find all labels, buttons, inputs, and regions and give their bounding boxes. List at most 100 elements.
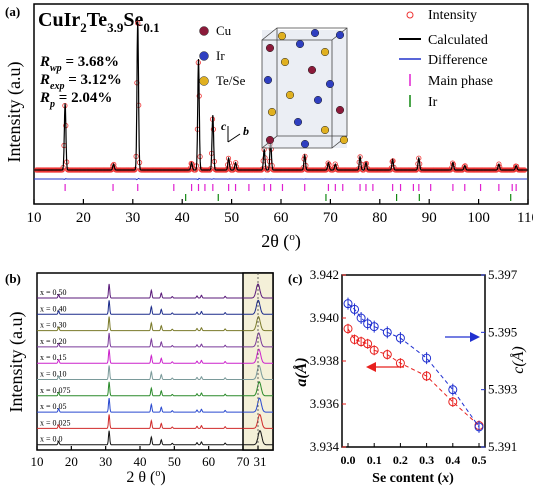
xrd-series-line (37, 332, 243, 348)
legend-label: Main phase (428, 74, 493, 89)
x-tick-label: 0.0 (341, 453, 356, 467)
data-point-c (343, 299, 353, 309)
panel-b: (b) x = 0.50 x = 0.40 x = 0.30 x = 0.20 x = … (5, 271, 274, 486)
fit-stat-sub: p (49, 99, 55, 110)
b-axis-label: b (243, 124, 249, 138)
x-tick-label: 70 (237, 454, 250, 469)
panel-b-frame (36, 272, 274, 451)
legend-intensity-marker (406, 11, 414, 19)
series-label: x = 0.025 (40, 418, 71, 427)
intensity-point (496, 161, 502, 167)
y-tick-label-right: 5.393 (488, 382, 517, 397)
xrd-inset-line (243, 299, 273, 315)
panel-c-frame (341, 274, 486, 448)
data-point-c (448, 385, 458, 395)
data-point-c (369, 322, 379, 332)
inset-x-tick-label: 31 (254, 454, 267, 469)
fit-stat-symbol: R (39, 72, 50, 88)
data-point-a (363, 339, 373, 349)
atom (310, 28, 320, 38)
data-point-a (356, 337, 366, 347)
xrd-inset-line (243, 430, 273, 446)
panel-c-ylabel-left: a(Å) (292, 357, 310, 386)
xrd-series-line (37, 414, 243, 429)
panel-c: (c) 3.934 3.936 3.938 3.940 3.942 5.391 5.393 5… (288, 267, 527, 486)
x-tick-label: 60 (274, 210, 289, 226)
panel-c-label: (c) (288, 271, 302, 286)
xrd-inset-line (243, 365, 273, 380)
x-tick-label: 0.1 (367, 453, 382, 467)
xrd-inset-line (243, 413, 273, 429)
x-tick-label: 30 (99, 454, 112, 469)
atom (265, 135, 275, 145)
atom (339, 135, 349, 145)
fit-stat: Rexp = 3.12% (39, 72, 122, 92)
atom-legend-marker (199, 76, 209, 86)
panel-a-xlabel: 2θ (o) (261, 231, 301, 252)
atom (335, 30, 345, 40)
fit-stat-value: = 2.04% (55, 90, 112, 106)
series-label: x = 0.0 (40, 435, 63, 444)
atom (307, 65, 317, 75)
atom (293, 117, 303, 127)
fit-stat-symbol: R (39, 90, 50, 106)
atom (265, 43, 275, 53)
series-label: x = 0.40 (40, 304, 67, 313)
atom (280, 57, 290, 67)
xrd-series-line (37, 300, 243, 315)
x-tick-label: 20 (76, 210, 91, 226)
intensity-point (265, 167, 271, 173)
y-tick-label-right: 5.397 (488, 267, 518, 282)
y-tick-label-right: 5.391 (488, 439, 517, 454)
data-point-a (448, 397, 458, 407)
xrd-inset-line (243, 283, 273, 299)
atom-legend-label: Ir (216, 48, 225, 63)
x-tick-label: 70 (323, 210, 338, 226)
x-tick-label: 80 (372, 210, 387, 226)
data-point-c (356, 313, 366, 323)
x-tick-label: 40 (175, 210, 190, 226)
atom (267, 107, 277, 117)
fit-stat: Rwp = 3.68% (39, 54, 119, 74)
right-axis-arrowhead (470, 332, 480, 342)
series-fit-line-a (347, 328, 480, 426)
atom (335, 105, 345, 115)
x-tick-label: 10 (31, 454, 44, 469)
series-fit-line-c (347, 303, 480, 428)
panel-b-ylabel: Intensity (a.u) (6, 312, 27, 413)
y-tick-label-left: 3.940 (310, 310, 339, 325)
series-label: x = 0.30 (40, 321, 67, 330)
data-point-c (395, 333, 405, 343)
xrd-series-line (37, 316, 243, 332)
series-label: x = 0.20 (40, 337, 67, 346)
xrd-series-line (37, 430, 243, 446)
atom (320, 125, 330, 135)
atom (300, 139, 310, 149)
data-point-c (474, 422, 484, 432)
data-point-a (350, 335, 360, 344)
difference-line (34, 177, 527, 181)
panel-a-label: (a) (5, 4, 20, 19)
fit-stat-value: = 3.12% (64, 72, 121, 88)
xrd-series-line (37, 283, 243, 299)
data-point-a (382, 350, 392, 360)
series-label: x = 0.05 (40, 402, 67, 411)
legend-label: Difference (428, 53, 488, 68)
atom-legend-label: Te/Se (216, 73, 246, 88)
atom (277, 31, 287, 41)
left-axis-arrowhead (366, 362, 376, 372)
x-tick-label: 0.3 (419, 453, 434, 467)
y-tick-label-right: 5.395 (488, 324, 517, 339)
series-label: x = 0.15 (40, 353, 67, 362)
fit-stat-symbol: R (39, 54, 50, 70)
y-tick-label-left: 3.934 (310, 439, 340, 454)
panel-c-xlabel: Se content (x) (372, 471, 454, 486)
fit-stat-sub: exp (50, 81, 64, 92)
x-tick-label: 20 (65, 454, 78, 469)
xrd-series-line (37, 381, 243, 397)
data-point-a (422, 371, 432, 381)
c-axis-label: c (221, 119, 227, 133)
x-tick-label: 30 (125, 210, 140, 226)
panel-a: (a) CuIr2Te3.9Se0.1 Rwp = 3.68%Rexp = 3.… (4, 3, 533, 252)
